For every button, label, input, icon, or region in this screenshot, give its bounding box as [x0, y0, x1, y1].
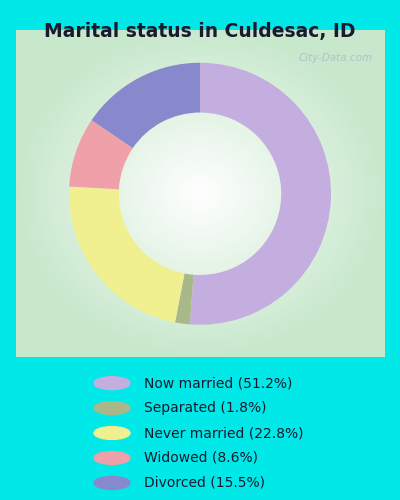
Circle shape	[94, 426, 130, 440]
Circle shape	[94, 402, 130, 414]
Text: Divorced (15.5%): Divorced (15.5%)	[144, 476, 265, 490]
Text: Separated (1.8%): Separated (1.8%)	[144, 401, 266, 415]
Circle shape	[94, 476, 130, 490]
Text: Widowed (8.6%): Widowed (8.6%)	[144, 451, 258, 465]
Text: Marital status in Culdesac, ID: Marital status in Culdesac, ID	[44, 22, 356, 42]
Wedge shape	[69, 186, 184, 322]
Circle shape	[94, 376, 130, 390]
Text: City-Data.com: City-Data.com	[299, 53, 373, 63]
Wedge shape	[175, 274, 194, 324]
Text: Never married (22.8%): Never married (22.8%)	[144, 426, 304, 440]
Wedge shape	[190, 62, 331, 324]
Wedge shape	[69, 120, 133, 190]
Wedge shape	[92, 62, 200, 148]
Text: Now married (51.2%): Now married (51.2%)	[144, 376, 292, 390]
Circle shape	[94, 452, 130, 464]
